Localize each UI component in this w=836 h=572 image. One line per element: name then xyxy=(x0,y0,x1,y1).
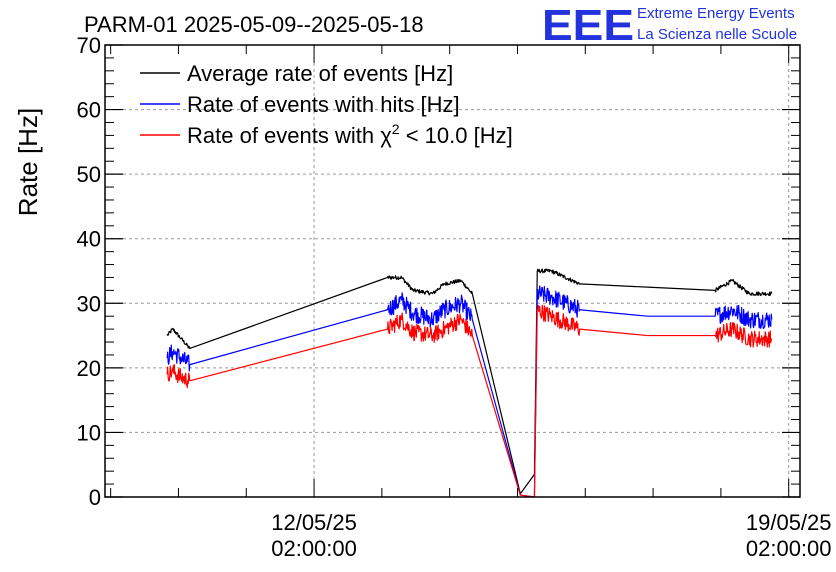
y-tick-label: 50 xyxy=(77,162,101,187)
x-tick-label-time: 02:00:00 xyxy=(746,536,832,561)
series-layer xyxy=(166,268,773,498)
x-tick-label-date: 19/05/25 xyxy=(746,510,832,535)
plot-frame xyxy=(104,44,801,498)
legend: Average rate of events [Hz] Rate of event… xyxy=(140,61,513,148)
logo-line-2: La Scienza nelle Scuole xyxy=(637,26,797,43)
series-line-hits xyxy=(166,285,773,498)
series-line-average xyxy=(166,268,773,495)
eee-logo: EEE Extreme Energy Events La Scienza nel… xyxy=(542,1,797,50)
x-tick-label-time: 02:00:00 xyxy=(271,536,357,561)
y-tick-label: 0 xyxy=(89,485,101,510)
logo-line-1: Extreme Energy Events xyxy=(637,5,795,22)
grid-lines xyxy=(105,45,800,497)
y-tick-label: 70 xyxy=(77,33,101,58)
legend-label-hits: Rate of events with hits [Hz] xyxy=(187,92,460,117)
axes: 01020304050607012/05/2502:00:0019/05/250… xyxy=(77,33,832,561)
legend-label-chi2: Rate of events with χ2 < 10.0 [Hz] xyxy=(187,121,513,148)
y-tick-label: 60 xyxy=(77,98,101,123)
y-axis-label: Rate [Hz] xyxy=(13,108,43,216)
y-tick-label: 40 xyxy=(77,227,101,252)
y-tick-label: 30 xyxy=(77,291,101,316)
logo-mark: EEE xyxy=(542,1,634,50)
x-tick-label-date: 12/05/25 xyxy=(271,510,357,535)
chart-title: PARM-01 2025-05-09--2025-05-18 xyxy=(84,12,424,37)
series-line-chi2 xyxy=(166,304,773,498)
y-tick-label: 10 xyxy=(77,420,101,445)
y-tick-label: 20 xyxy=(77,356,101,381)
legend-label-average: Average rate of events [Hz] xyxy=(187,61,453,86)
